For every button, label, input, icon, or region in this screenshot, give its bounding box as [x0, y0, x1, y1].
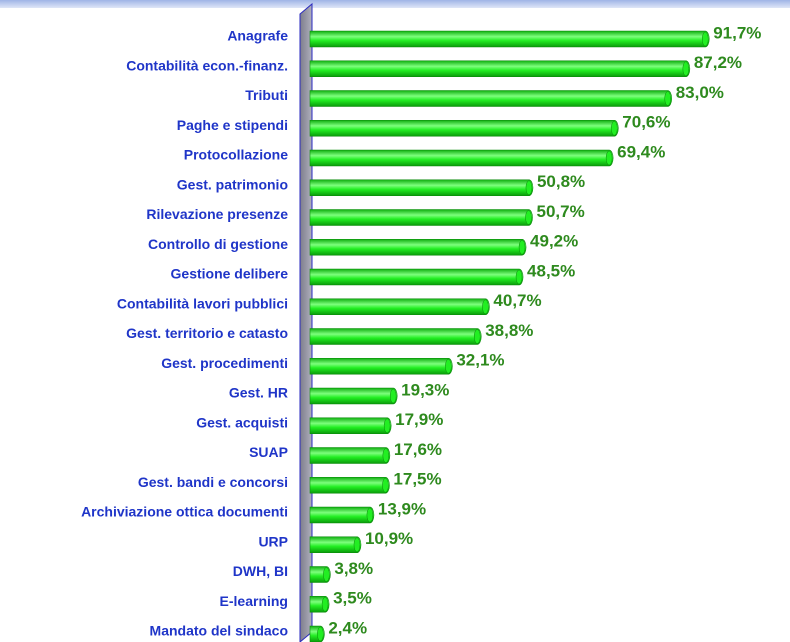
bar — [309, 60, 691, 78]
bar — [309, 298, 490, 316]
value-label: 91,7% — [713, 23, 761, 42]
value-label: 40,7% — [493, 291, 541, 310]
category-label: Paghe e stipendi — [177, 117, 288, 133]
bar-cap-highlight — [518, 240, 526, 255]
value-label: 19,3% — [401, 380, 449, 399]
category-label: Gest. HR — [229, 385, 288, 401]
bar-cap-highlight — [664, 91, 671, 106]
value-label: 87,2% — [694, 53, 742, 72]
category-label: E-learning — [220, 593, 288, 609]
bar — [309, 149, 614, 167]
bar — [309, 238, 527, 256]
bar-cap-highlight — [382, 448, 390, 463]
bar — [309, 119, 619, 137]
bar-cap-highlight — [473, 329, 481, 344]
value-label: 10,9% — [365, 529, 413, 548]
bar — [309, 447, 391, 464]
category-label: Mandato del sindaco — [150, 623, 288, 639]
bar — [309, 328, 482, 345]
bar — [309, 387, 398, 405]
bar — [309, 30, 710, 48]
bar-cap-highlight — [321, 597, 329, 612]
bar — [309, 90, 672, 107]
value-label: 32,1% — [456, 351, 504, 370]
category-label: Controllo di gestione — [148, 236, 288, 252]
bar-cap-highlight — [382, 478, 389, 493]
bar-cap-highlight — [353, 537, 361, 552]
value-label: 17,6% — [394, 440, 442, 459]
bar — [309, 357, 453, 375]
value-label: 50,7% — [537, 202, 585, 221]
bar-cap-highlight — [383, 418, 391, 433]
category-label: Contabilità econ.-finanz. — [126, 57, 288, 73]
category-label: Protocollazione — [184, 147, 288, 163]
category-label: Gest. procedimenti — [161, 355, 288, 371]
bar — [309, 179, 534, 197]
bar — [309, 417, 392, 435]
category-label: URP — [258, 533, 288, 549]
category-label: Rilevazione presenze — [146, 206, 288, 222]
bar-cap-highlight — [515, 269, 523, 285]
bar-cap-highlight — [525, 180, 533, 195]
category-label: Tributi — [245, 87, 288, 103]
category-label: Gest. bandi e concorsi — [138, 474, 288, 490]
bar — [309, 209, 533, 226]
bar-cap-highlight — [482, 299, 489, 314]
bar-cap-highlight — [317, 626, 324, 642]
bar — [309, 506, 375, 524]
bar-cap-highlight — [525, 210, 532, 225]
category-label: Anagrafe — [227, 28, 288, 44]
value-label: 70,6% — [622, 113, 670, 132]
bar-cap-highlight — [605, 150, 613, 166]
value-label: 17,5% — [393, 470, 441, 489]
value-label: 83,0% — [676, 83, 724, 102]
category-label: Contabilità lavori pubblici — [117, 295, 288, 311]
bar-cap-highlight — [445, 359, 452, 374]
value-label: 17,9% — [395, 410, 443, 429]
value-label: 69,4% — [617, 142, 665, 161]
category-label: SUAP — [249, 444, 288, 460]
category-label: Gest. territorio e catasto — [126, 325, 288, 341]
bar — [309, 536, 362, 554]
value-label: 3,8% — [334, 559, 373, 578]
value-label: 13,9% — [378, 499, 426, 518]
value-label: 49,2% — [530, 232, 578, 251]
category-label: Gest. acquisti — [196, 414, 288, 430]
bar-cap-highlight — [611, 121, 618, 136]
bar-cap-highlight — [701, 31, 709, 47]
value-label: 3,5% — [333, 589, 372, 608]
bar-cap-highlight — [389, 388, 397, 404]
category-label: DWH, BI — [233, 563, 288, 579]
bar-cap-highlight — [682, 61, 690, 76]
top-band — [0, 0, 790, 8]
bar — [309, 476, 390, 494]
value-label: 48,5% — [527, 261, 575, 280]
value-label: 38,8% — [485, 321, 533, 340]
category-label: Gestione delibere — [171, 266, 289, 282]
bar — [309, 268, 524, 286]
category-label: Archiviazione ottica documenti — [81, 504, 288, 520]
bar-cap-highlight — [366, 507, 374, 523]
bar-cap-highlight — [323, 567, 330, 582]
value-label: 2,4% — [328, 618, 367, 637]
category-label: Gest. patrimonio — [177, 176, 288, 192]
value-label: 50,8% — [537, 172, 585, 191]
